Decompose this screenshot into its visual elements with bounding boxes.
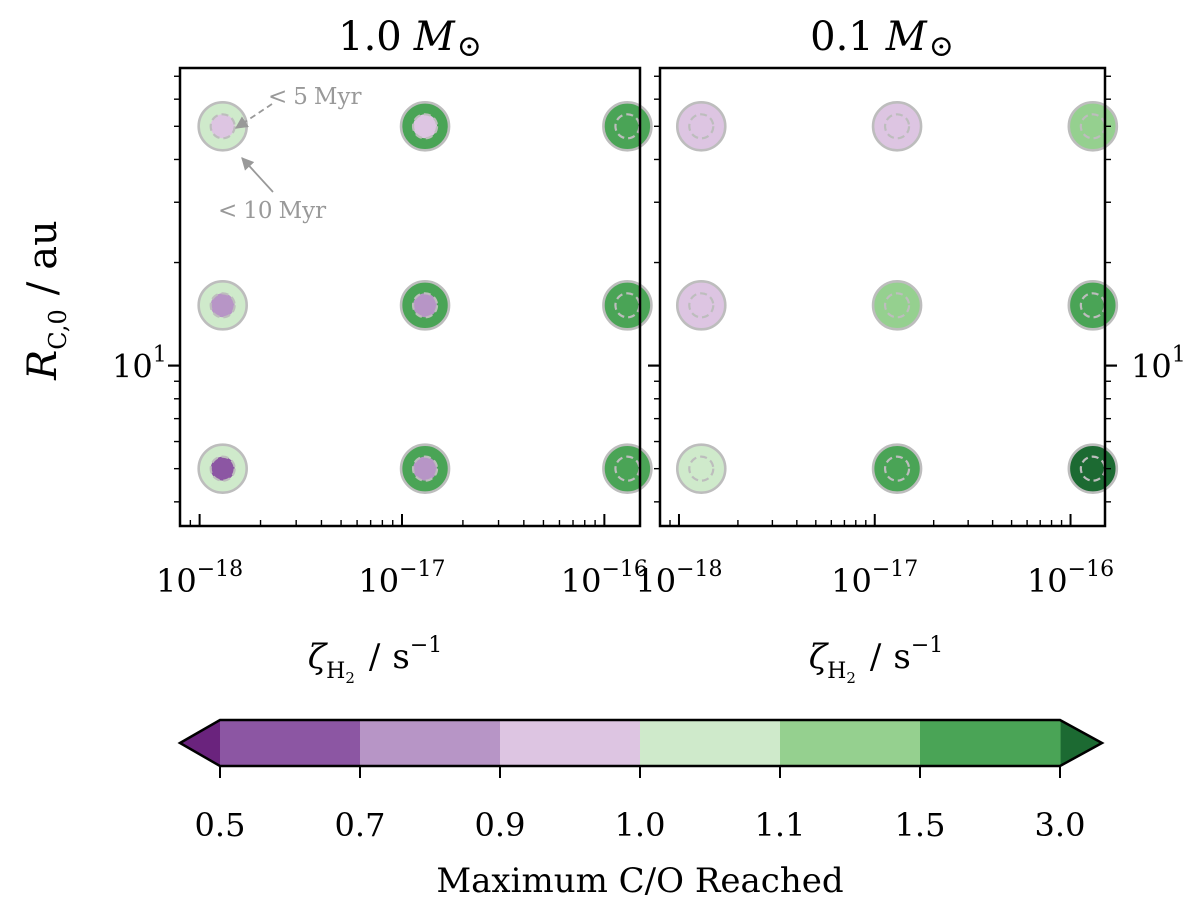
y-tick-label: 101 xyxy=(112,343,167,386)
marker-dashed-ring xyxy=(411,292,439,319)
marker-dashed-ring xyxy=(209,113,236,140)
colorbar-ticks: 0.5 0.7 0.9 1.0 1.1 1.5 3.0 xyxy=(195,766,1086,844)
marker-inner-5myr xyxy=(413,293,438,318)
marker-outer-10myr xyxy=(602,443,653,494)
panel-1-frame xyxy=(178,66,642,528)
marker-dashed-ring xyxy=(209,292,236,319)
marker-inner-5myr xyxy=(210,456,235,481)
marker-outer-10myr xyxy=(602,100,653,152)
colorbar-segments xyxy=(177,718,1105,768)
colorbar-tick-label: 1.5 xyxy=(895,806,946,844)
marker-1-3 xyxy=(602,100,653,152)
marker-outer-10myr xyxy=(675,100,727,152)
marker-dashed-ring xyxy=(688,292,715,319)
marker-dashed-ring xyxy=(883,292,911,319)
marker-inner-5myr xyxy=(210,114,235,139)
marker-outer-10myr xyxy=(1067,280,1119,331)
marker-dashed-ring xyxy=(209,455,236,482)
marker-outer-10myr xyxy=(675,443,727,494)
marker-dashed-ring xyxy=(411,455,439,482)
marker-2-5 xyxy=(871,280,923,331)
marker-inner-5myr xyxy=(210,293,235,318)
marker-dashed-ring xyxy=(411,113,439,140)
marker-outer-10myr xyxy=(602,280,653,331)
marker-1-5 xyxy=(399,280,451,331)
colorbar: 0.5 0.7 0.9 1.0 1.1 1.5 3.0 Maximum C/O Reache… xyxy=(177,718,1105,901)
x-tick-label: 10−17 xyxy=(358,557,445,600)
colorbar-segment xyxy=(500,720,641,766)
panel-2-title: 0.1 M⊙ xyxy=(810,14,954,64)
marker-outer-10myr xyxy=(871,280,923,331)
marker-2-4 xyxy=(675,280,727,331)
panel-1-solar-mass: 1.0 M⊙ 10−18 10−17 10−16 101 <5 Myr <10 Myr ζH… xyxy=(20,14,653,687)
colorbar-tick-label: 1.0 xyxy=(615,806,666,844)
marker-1-1 xyxy=(197,100,248,152)
x-tick-label: 10−18 xyxy=(156,557,243,600)
colorbar-under-arrow xyxy=(180,720,220,766)
colorbar-segment xyxy=(640,720,781,766)
marker-outer-10myr xyxy=(675,280,727,331)
x-tick-label: 10−17 xyxy=(831,557,918,600)
marker-inner-5myr xyxy=(413,456,438,481)
marker-outer-10myr xyxy=(871,443,923,494)
panel-1-xlabel: ζH2/s−1 xyxy=(308,633,443,687)
marker-inner-5myr xyxy=(413,114,438,139)
panel-1-ylabel: RC,0/au xyxy=(20,220,72,381)
marker-2-2 xyxy=(871,100,923,152)
marker-dashed-ring xyxy=(883,455,911,482)
colorbar-segment xyxy=(920,720,1061,766)
marker-dashed-ring xyxy=(688,455,715,482)
arrow-5myr xyxy=(234,103,273,129)
colorbar-over-arrow xyxy=(1060,720,1102,766)
marker-1-4 xyxy=(197,280,248,331)
y-tick-label: 101 xyxy=(1131,343,1186,386)
marker-1-2 xyxy=(399,100,451,152)
colorbar-tick-label: 0.7 xyxy=(335,806,386,844)
arrow-10myr xyxy=(241,157,274,193)
marker-2-7 xyxy=(675,443,727,494)
colorbar-segment xyxy=(780,720,921,766)
panel-1-markers xyxy=(197,100,653,494)
colorbar-segment xyxy=(360,720,501,766)
panel-1-title: 1.0 M⊙ xyxy=(338,14,482,64)
marker-1-8 xyxy=(399,443,451,494)
panel-2-tenth-solar-mass: 0.1 M⊙ 10−18 10−17 10−16 101 ζH2/s−1 xyxy=(635,14,1185,687)
colorbar-tick-label: 0.9 xyxy=(475,806,526,844)
x-tick-label: 10−16 xyxy=(1027,557,1114,600)
marker-dashed-ring xyxy=(688,113,715,140)
marker-1-6 xyxy=(602,280,653,331)
panel-2-ticks: 10−18 10−17 10−16 101 xyxy=(635,75,1186,600)
annotation-10myr: <10 Myr xyxy=(218,198,326,224)
annotation-5myr: <5 Myr xyxy=(268,84,361,110)
panel-2-frame xyxy=(658,66,1107,528)
marker-outer-10myr xyxy=(871,100,923,152)
panel-2-markers xyxy=(675,100,1119,494)
marker-2-8 xyxy=(871,443,923,494)
marker-dashed-ring xyxy=(883,113,911,140)
marker-2-6 xyxy=(1067,280,1119,331)
x-tick-label: 10−16 xyxy=(561,557,648,600)
marker-1-9 xyxy=(602,443,653,494)
colorbar-segment xyxy=(220,720,361,766)
panel-1-ticks: 10−18 10−17 10−16 101 xyxy=(112,75,648,600)
panel-1-annotations: <5 Myr <10 Myr xyxy=(218,84,361,224)
colorbar-tick-label: 3.0 xyxy=(1035,806,1086,844)
colorbar-tick-label: 1.1 xyxy=(755,806,806,844)
panel-2-xlabel: ζH2/s−1 xyxy=(809,633,944,687)
colorbar-label: Maximum C/O Reached xyxy=(436,861,843,901)
colorbar-tick-label: 0.5 xyxy=(195,806,246,844)
x-tick-label: 10−18 xyxy=(635,557,722,600)
marker-2-1 xyxy=(675,100,727,152)
marker-1-7 xyxy=(197,443,248,494)
